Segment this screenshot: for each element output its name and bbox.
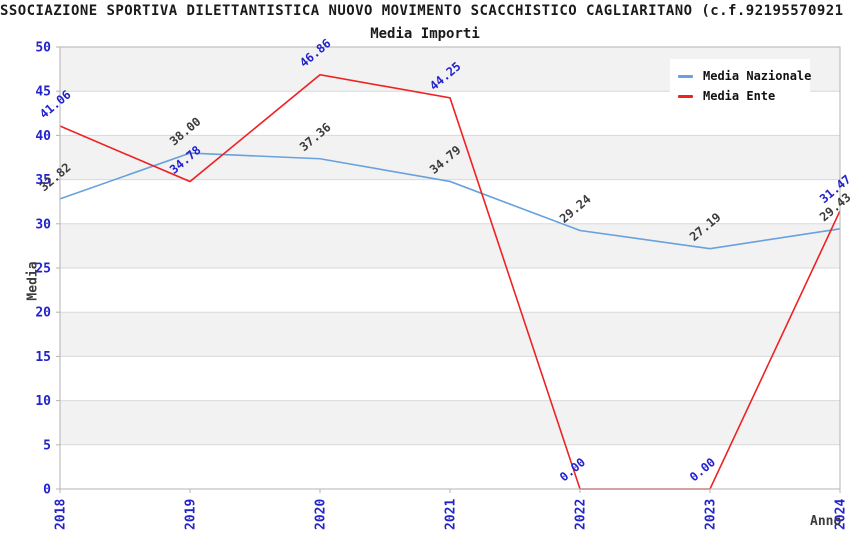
series-line-media-nazionale [59, 152, 841, 250]
x-tick-label: 2024 [834, 499, 849, 530]
y-tick-label: 50 [35, 41, 51, 56]
y-tick-label: 25 [35, 262, 51, 277]
y-tick-label: 0 [43, 483, 51, 498]
x-tick-label: 2018 [54, 499, 69, 530]
legend-swatch-media-nazionale [678, 74, 693, 78]
y-tick-label: 5 [43, 438, 51, 453]
point-label: 0.00 [557, 455, 588, 484]
legend-label-media-ente: Media Ente [703, 89, 776, 103]
x-tick-label: 2021 [444, 499, 459, 530]
plot-band [60, 135, 840, 180]
plot-band [60, 312, 840, 357]
legend: Media Nazionale Media Ente [670, 59, 811, 112]
y-axis-title: Media [25, 261, 41, 301]
x-tick-label: 2019 [184, 499, 199, 530]
legend-swatch-media-ente [678, 94, 693, 98]
plot-band [60, 400, 840, 445]
point-label: 29.24 [557, 192, 594, 226]
chart-title: SSOCIAZIONE SPORTIVA DILETTANTISTICA NUO… [0, 3, 844, 19]
y-tick-label: 40 [35, 129, 51, 144]
y-tick-label: 35 [35, 173, 51, 188]
plot-band [60, 223, 840, 268]
chart-subtitle: Media Importi [370, 26, 480, 42]
legend-item-media-ente: Media Ente [678, 86, 800, 106]
x-axis-title: Anno [810, 514, 842, 529]
y-tick-label: 15 [35, 350, 51, 365]
y-tick-label: 20 [35, 306, 51, 321]
x-tick-label: 2023 [704, 499, 719, 530]
y-tick-label: 10 [35, 394, 51, 409]
y-tick-label: 30 [35, 217, 51, 232]
x-tick-label: 2022 [574, 499, 589, 530]
legend-label-media-nazionale: Media Nazionale [703, 69, 812, 83]
y-tick-label: 45 [35, 85, 51, 100]
x-tick-label: 2020 [314, 499, 329, 530]
legend-item-media-nazionale: Media Nazionale [678, 66, 811, 86]
